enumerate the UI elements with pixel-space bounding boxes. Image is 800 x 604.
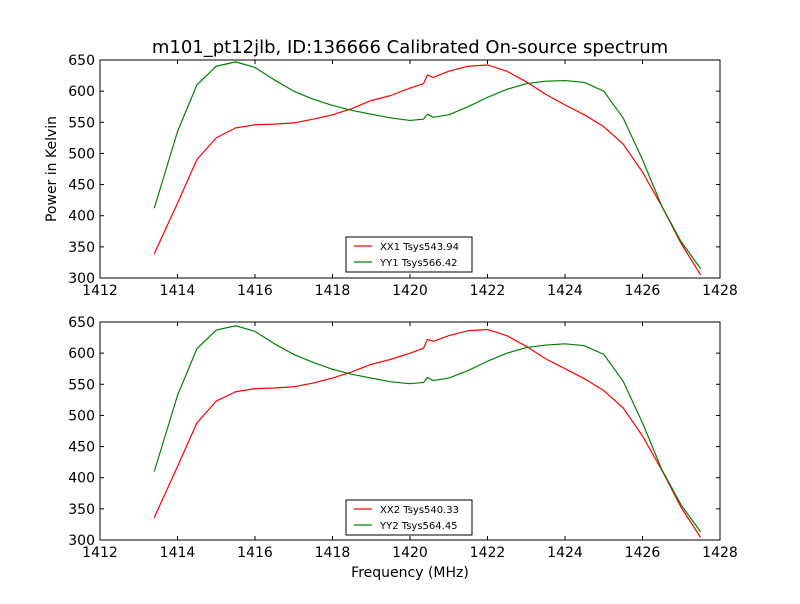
bottom-plot-panel: 1412 1414 1416 1418 1420 1422 1424 1426 1428 300 3… — [68, 315, 738, 561]
x-tick-label: 1420 — [392, 283, 428, 299]
y-tick-label: 300 — [68, 533, 95, 549]
legend-entry: YY2 Tsys564.45 — [379, 521, 458, 532]
series-line-xx1 — [153, 64, 702, 276]
top-plot-panel: 1412 1414 1416 1418 1420 1422 1424 1426 1428 300 3… — [68, 53, 738, 299]
y-axis-label: Power in Kelvin — [44, 116, 60, 222]
x-tick-label: 1416 — [237, 283, 273, 299]
y-tick-label: 450 — [68, 440, 95, 456]
x-axis-label: Frequency (MHz) — [351, 565, 469, 581]
y-tick-label: 650 — [68, 53, 95, 69]
series-line-yy2 — [153, 325, 702, 533]
x-tick-label: 1414 — [160, 545, 196, 561]
x-tick-label: 1418 — [315, 283, 351, 299]
x-tick-label: 1412 — [82, 283, 118, 299]
series-line-xx2 — [153, 328, 702, 538]
y-tick-label: 400 — [68, 471, 95, 487]
x-tick-label: 1412 — [82, 545, 118, 561]
x-tick-label: 1414 — [160, 283, 196, 299]
legend: XX1 Tsys543.94 YY1 Tsys566.42 — [345, 236, 473, 273]
series-line-yy1 — [153, 61, 702, 270]
x-tick-label: 1426 — [625, 545, 661, 561]
legend: XX2 Tsys540.33 YY2 Tsys564.45 — [345, 499, 473, 536]
x-tick-label: 1416 — [237, 545, 273, 561]
y-tick-label: 400 — [68, 209, 95, 225]
legend-box — [345, 499, 473, 536]
y-tick-label: 550 — [68, 115, 95, 131]
legend-entry: YY1 Tsys566.42 — [379, 258, 458, 269]
chart-title: m101_pt12jlb, ID:136666 Calibrated On-so… — [152, 37, 668, 58]
y-tick-label: 600 — [68, 84, 95, 100]
x-tick-label: 1428 — [702, 283, 738, 299]
legend-entry: XX2 Tsys540.33 — [380, 505, 459, 516]
y-tick-label: 450 — [68, 178, 95, 194]
x-tick-label: 1424 — [547, 545, 583, 561]
x-tick-label: 1418 — [315, 545, 351, 561]
x-tick-label: 1424 — [547, 283, 583, 299]
x-tick-label: 1428 — [702, 545, 738, 561]
x-tick-label: 1420 — [392, 545, 428, 561]
x-tick-label: 1422 — [470, 545, 506, 561]
y-tick-label: 500 — [68, 408, 95, 424]
y-tick-label: 350 — [68, 240, 95, 256]
x-tick-label: 1422 — [470, 283, 506, 299]
legend-box — [345, 236, 473, 273]
y-tick-label: 600 — [68, 346, 95, 362]
y-tick-label: 350 — [68, 502, 95, 518]
x-tick-label: 1426 — [625, 283, 661, 299]
legend-entry: XX1 Tsys543.94 — [380, 242, 459, 253]
y-tick-label: 500 — [68, 146, 95, 162]
y-tick-label: 650 — [68, 315, 95, 331]
y-tick-label: 550 — [68, 377, 95, 393]
y-tick-label: 300 — [68, 271, 95, 287]
